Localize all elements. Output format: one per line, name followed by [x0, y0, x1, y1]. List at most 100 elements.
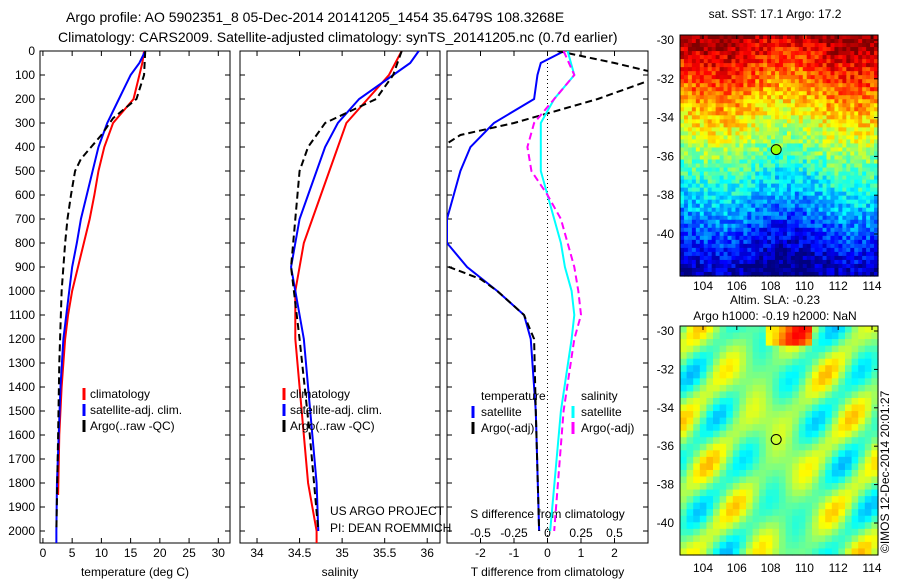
map-cell	[782, 87, 788, 92]
map-cell	[715, 103, 721, 108]
map-cell	[755, 91, 760, 96]
map-cell	[726, 371, 734, 379]
map-cell	[751, 123, 756, 128]
map-cell	[834, 227, 839, 233]
map-cell	[732, 450, 740, 458]
map-cell	[851, 437, 859, 445]
map-cell	[830, 235, 836, 241]
map-cell	[735, 187, 740, 193]
map-cell	[826, 139, 832, 145]
map-cell	[831, 430, 839, 438]
map-cell	[850, 231, 855, 237]
map-cell	[854, 151, 859, 157]
map-cell	[703, 35, 709, 40]
map-cell	[755, 219, 760, 225]
map-cell	[759, 63, 764, 68]
map-cell	[842, 231, 847, 237]
map-cell	[851, 463, 859, 471]
map-cell	[687, 71, 693, 76]
map-cell	[858, 263, 863, 269]
map-cell	[719, 255, 725, 261]
map-cell	[747, 131, 752, 137]
map-cell	[838, 35, 843, 40]
map-cell	[683, 79, 689, 84]
map-cell	[706, 443, 714, 451]
map-cell	[703, 247, 709, 253]
map-cell	[858, 67, 863, 72]
map-cell	[805, 417, 813, 425]
map-cell	[695, 255, 701, 261]
map-cell	[752, 509, 760, 517]
map-cell	[747, 127, 752, 132]
map-cell	[771, 119, 776, 124]
map-cell	[779, 211, 784, 217]
map-cell	[830, 115, 836, 120]
map-cell	[838, 371, 846, 379]
map-cell	[830, 91, 836, 96]
x-tick-label: 5	[69, 546, 76, 560]
map-cell	[779, 247, 784, 253]
map-cell	[726, 397, 734, 406]
map-cell	[686, 541, 694, 550]
map-cell	[822, 183, 828, 189]
map-cell	[786, 251, 792, 257]
map-cell	[822, 259, 828, 265]
map-cell	[699, 411, 707, 419]
map-cell	[699, 79, 705, 84]
y-tick-label: 900	[15, 260, 35, 274]
map-cell	[794, 99, 800, 104]
map-cell	[727, 131, 733, 137]
map-cell	[834, 151, 839, 157]
map-cell	[739, 91, 744, 96]
map-cell	[711, 271, 717, 277]
map-cell	[818, 502, 826, 510]
map-cell	[713, 384, 721, 393]
x-axis-label: temperature (deg C)	[81, 565, 189, 579]
map-cell	[798, 326, 806, 334]
map-cell	[810, 59, 816, 64]
map-cell	[713, 541, 721, 550]
map-cell	[731, 55, 737, 60]
map-cell	[751, 103, 756, 108]
map-cell	[752, 476, 760, 484]
map-cell	[846, 35, 851, 40]
map-cell	[842, 123, 847, 128]
map-cell	[782, 239, 788, 245]
map-cell	[786, 231, 792, 237]
map-cell	[858, 443, 866, 451]
map-cell	[711, 183, 717, 189]
map-cell	[743, 239, 748, 245]
map-cell	[790, 251, 796, 257]
map-cell	[805, 397, 813, 406]
map-cell	[699, 111, 705, 116]
map-cell	[763, 99, 768, 104]
map-cell	[870, 123, 875, 128]
map-cell	[726, 358, 734, 366]
map-cell	[790, 107, 796, 112]
map-cell	[680, 339, 688, 347]
map-cell	[707, 43, 713, 48]
map-cell	[831, 535, 839, 543]
map-cell	[695, 211, 701, 217]
map-cell	[830, 171, 836, 177]
map-cell	[831, 456, 839, 464]
map-cell	[802, 227, 808, 233]
map-cell	[812, 463, 820, 471]
map-cell	[695, 175, 701, 181]
map-cell	[825, 397, 833, 406]
map-cell	[818, 163, 824, 169]
map-cell	[790, 47, 796, 52]
map-cell	[826, 255, 832, 261]
map-cell	[786, 99, 792, 104]
legend-label: climatology	[290, 387, 350, 401]
map-cell	[782, 195, 788, 201]
map-cell	[826, 91, 832, 96]
map-cell	[851, 371, 859, 379]
map-cell	[739, 203, 744, 209]
map-cell	[842, 35, 847, 40]
map-cell	[695, 235, 701, 241]
map-cell	[814, 203, 820, 209]
map-cell	[775, 135, 780, 141]
map-cell	[874, 215, 879, 221]
map-cell	[767, 243, 772, 249]
